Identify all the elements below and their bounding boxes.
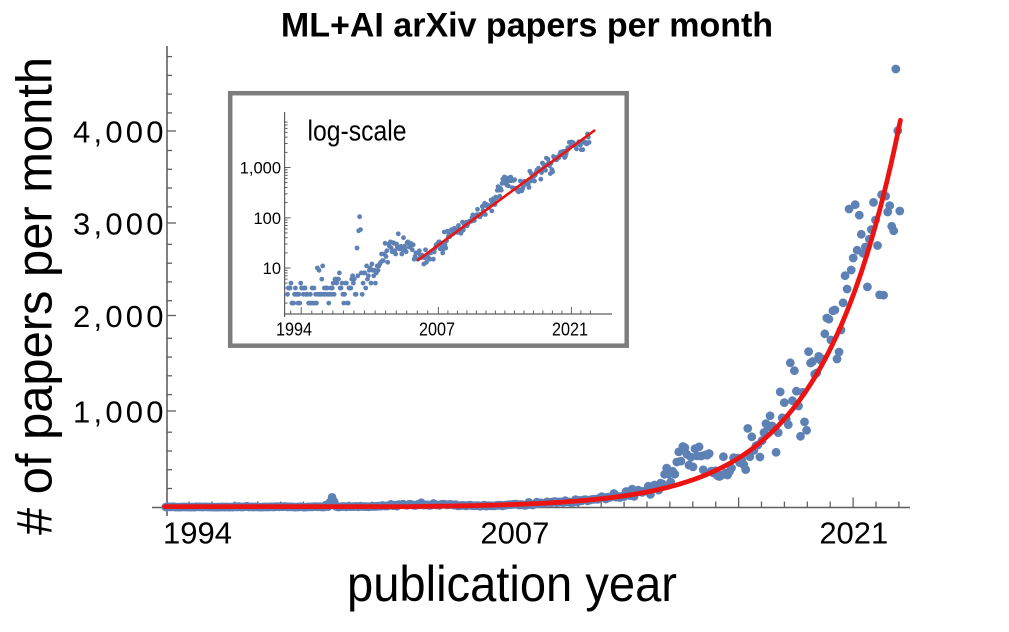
svg-text:# of papers per month: # of papers per month — [7, 57, 63, 535]
svg-text:1994: 1994 — [163, 516, 232, 551]
svg-text:3,000: 3,000 — [73, 206, 164, 241]
svg-text:2021: 2021 — [552, 320, 588, 340]
svg-text:2007: 2007 — [419, 320, 455, 340]
svg-text:2,000: 2,000 — [73, 299, 164, 334]
svg-text:2021: 2021 — [819, 516, 888, 551]
svg-text:ML+AI arXiv papers per month: ML+AI arXiv papers per month — [281, 7, 773, 45]
svg-text:4,000: 4,000 — [73, 114, 164, 149]
svg-text:publication year: publication year — [347, 556, 677, 612]
svg-text:10: 10 — [263, 260, 281, 278]
svg-text:1994: 1994 — [276, 320, 312, 340]
svg-text:1,000: 1,000 — [73, 394, 164, 429]
svg-text:1,000: 1,000 — [240, 160, 281, 178]
svg-text:100: 100 — [253, 210, 281, 228]
svg-text:2007: 2007 — [480, 516, 549, 551]
svg-text:log-scale: log-scale — [308, 116, 407, 148]
